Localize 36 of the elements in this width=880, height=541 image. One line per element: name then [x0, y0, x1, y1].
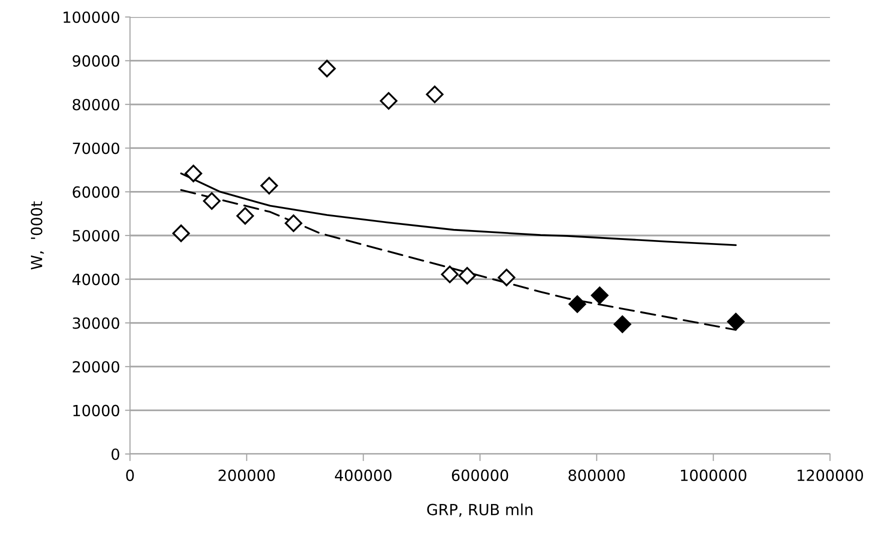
y-tick-label: 70000 [72, 142, 120, 154]
point [318, 60, 336, 78]
x-tick-label: 800000 [568, 470, 625, 482]
x-tick-label: 400000 [334, 470, 392, 482]
y-tick-label: 80000 [72, 98, 120, 110]
point [498, 268, 516, 286]
point [614, 315, 632, 333]
x-tick-label: 1200000 [798, 470, 864, 482]
y-tick-label: 60000 [72, 186, 120, 198]
y-tick-label: 10000 [73, 404, 120, 416]
point [568, 295, 586, 313]
point [727, 312, 745, 330]
y-tick-label: 90000 [72, 55, 120, 67]
point [380, 92, 398, 110]
y-tick-label: 50000 [72, 230, 120, 242]
y-tick-label: 100000 [64, 11, 120, 24]
y-tick-label: 20000 [72, 361, 120, 373]
y-tick-label: 30000 [72, 317, 120, 329]
y-tick-label: 0 [112, 448, 120, 460]
point [441, 266, 459, 284]
y-tick-label: 40000 [72, 274, 120, 286]
x-tick-label: 1000000 [680, 470, 746, 482]
x-tick-label: 0 [126, 470, 134, 482]
point [426, 86, 444, 104]
x-axis-title: GRP, RUB mln [427, 504, 532, 517]
x-tick-label: 200000 [218, 470, 275, 482]
point [590, 286, 608, 304]
point [458, 266, 476, 284]
point [184, 164, 202, 182]
point [260, 176, 278, 194]
point [284, 214, 302, 232]
x-tick-label: 600000 [452, 470, 508, 482]
y-axis-title: W, '000t [30, 201, 44, 270]
point [236, 207, 254, 225]
point [172, 224, 190, 242]
point [203, 192, 221, 210]
